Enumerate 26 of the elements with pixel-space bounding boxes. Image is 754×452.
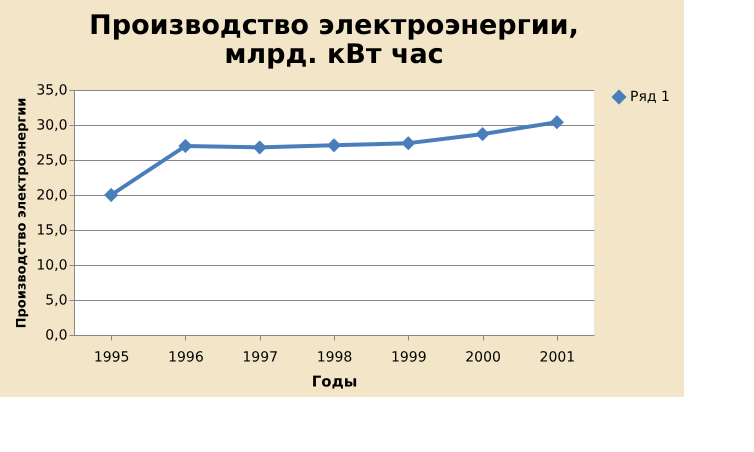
- y-tick-label: 5,0: [45, 292, 68, 308]
- point: [104, 188, 118, 202]
- legend-label: Ряд 1: [630, 89, 670, 105]
- point: [550, 115, 564, 130]
- x-tick-label: 2000: [465, 350, 501, 366]
- x-tick-label: 1995: [94, 350, 130, 366]
- x-tick-label: 1999: [390, 350, 427, 366]
- point: [326, 138, 342, 152]
- x-tick-label: 2001: [540, 350, 576, 366]
- point: [401, 136, 416, 150]
- x-tick-label: 1997: [242, 350, 278, 366]
- x-tick-label: 1998: [316, 350, 352, 366]
- point: [476, 127, 490, 142]
- y-tick-label: 35,0: [36, 82, 68, 98]
- y-tick-label: 20,0: [36, 188, 68, 204]
- y-tick-label: 30,0: [36, 118, 68, 134]
- x-axis-title: Годы: [312, 372, 358, 390]
- chart-title: Производство электроэнергии, млрд. кВт час: [89, 10, 579, 70]
- y-tick-label: 15,0: [36, 222, 68, 238]
- y-axis-title: Производство электроэнергии: [14, 98, 30, 328]
- y-tick-label: 25,0: [36, 152, 68, 168]
- point: [178, 138, 192, 154]
- point: [252, 140, 267, 154]
- y-tick-label: 0,0: [45, 328, 68, 344]
- x-tick-label: 1996: [168, 350, 204, 366]
- y-tick-label: 10,0: [36, 258, 68, 274]
